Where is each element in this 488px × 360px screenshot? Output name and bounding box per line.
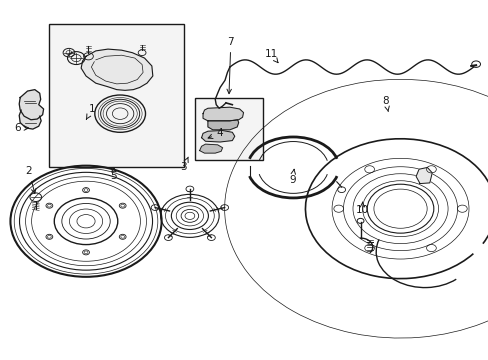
Polygon shape [207,120,238,130]
Polygon shape [81,49,153,90]
Text: 3: 3 [180,157,188,172]
Polygon shape [203,107,243,121]
Polygon shape [19,110,41,129]
Bar [194,98,263,160]
Text: 2: 2 [25,166,36,193]
Text: 10: 10 [355,202,368,216]
Text: 6: 6 [15,123,28,133]
Polygon shape [19,90,43,120]
Polygon shape [199,144,222,153]
Polygon shape [201,131,234,142]
Text: 11: 11 [264,49,278,63]
Text: 1: 1 [86,104,96,119]
Polygon shape [415,167,431,184]
Text: 4: 4 [208,129,223,139]
Text: 8: 8 [382,96,388,112]
Text: 7: 7 [226,37,234,94]
Bar [49,24,183,167]
Text: 5: 5 [110,167,117,181]
Text: 9: 9 [288,169,295,185]
